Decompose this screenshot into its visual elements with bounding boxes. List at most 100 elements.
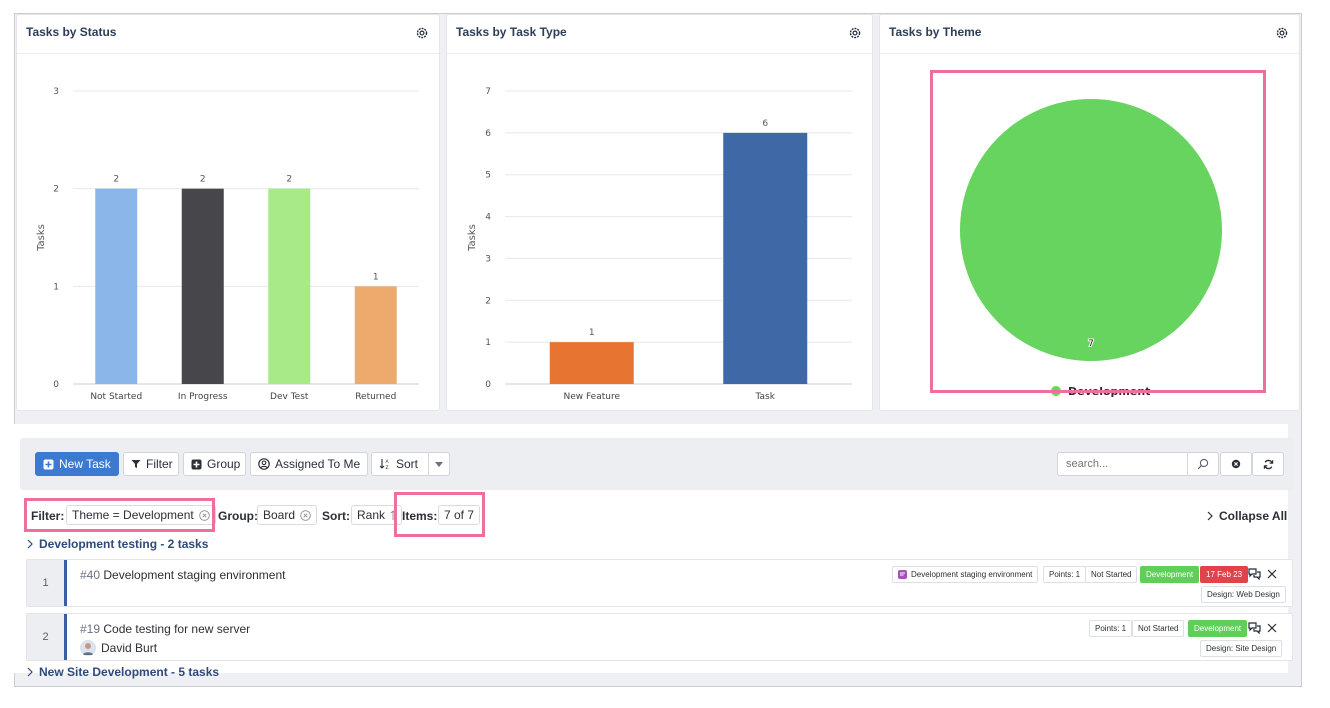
y-tick-label: 6: [485, 129, 491, 139]
points-tag: Points: 1: [1089, 620, 1133, 637]
y-tick-label: 1: [485, 338, 491, 348]
comments-icon[interactable]: [1247, 621, 1261, 635]
new-task-label: New Task: [59, 457, 111, 471]
points-tag: Points: 1: [1043, 566, 1087, 583]
epic-tag[interactable]: Development staging environment: [892, 566, 1039, 583]
items-label: Items:: [402, 509, 438, 523]
chevron-right-icon: [27, 667, 33, 677]
filter-chip-label: Theme = Development: [72, 508, 194, 522]
filter-label: Filter:: [31, 509, 65, 523]
gear-icon[interactable]: [415, 26, 429, 40]
y-tick-label: 5: [485, 171, 491, 181]
task-title-text: Development staging environment: [103, 568, 286, 582]
group-chip-label: Board: [263, 508, 296, 522]
y-tick-label: 3: [53, 87, 59, 97]
comments-icon[interactable]: [1247, 567, 1261, 581]
x-tick-label: Returned: [355, 392, 396, 402]
collapse-all-label: Collapse All: [1219, 509, 1288, 523]
bar: [95, 188, 138, 384]
clear-search-button[interactable]: [1220, 452, 1252, 476]
y-tick-label: 3: [485, 254, 491, 264]
items-count: 7 of 7: [444, 508, 475, 522]
task-card[interactable]: 2 #19 Code testing for new server David …: [26, 613, 1293, 661]
x-tick-label: In Progress: [178, 392, 228, 402]
task-card[interactable]: 1 #40 Development staging environment De…: [26, 559, 1293, 607]
sort-arrow-icon: [390, 509, 396, 520]
bar-value-label: 1: [373, 272, 379, 282]
tasks-by-type-panel: Tasks by Task Type 0 1 2 3 4 5 6 7 Tasks 1 New Fea…: [446, 14, 873, 411]
bar-value-label: 2: [200, 175, 206, 185]
refresh-button[interactable]: [1252, 452, 1284, 476]
plus-square-icon: [191, 459, 202, 469]
task-number: #19: [80, 622, 101, 636]
gear-icon[interactable]: [1275, 26, 1289, 40]
svg-text:A: A: [386, 459, 390, 465]
epic-icon: [898, 570, 907, 579]
panel-header: Tasks by Status: [17, 15, 439, 54]
task-number: #40: [80, 568, 101, 582]
sort-chip[interactable]: Rank: [351, 505, 403, 525]
panel-header: Tasks by Theme: [880, 15, 1299, 54]
remove-circle-icon[interactable]: [300, 509, 311, 521]
new-task-button[interactable]: New Task: [35, 452, 119, 476]
group-label: Group: [207, 457, 241, 471]
group-header-development-testing[interactable]: Development testing - 2 tasks: [27, 537, 208, 551]
bar-value-label: 1: [589, 328, 595, 338]
close-icon[interactable]: [1265, 567, 1279, 581]
x-tick-label: Task: [755, 392, 776, 402]
panel-title: Tasks by Task Type: [456, 25, 567, 39]
collapse-all-button[interactable]: Collapse All: [1207, 509, 1287, 523]
bar-value-label: 6: [762, 119, 768, 129]
plus-square-icon: [43, 459, 54, 469]
y-tick-label: 1: [53, 282, 59, 292]
panel-title: Tasks by Theme: [889, 25, 982, 39]
status-tag: Not Started: [1085, 566, 1138, 583]
y-tick-label: 4: [485, 213, 491, 223]
x-tick-label: Not Started: [90, 392, 142, 402]
filter-button[interactable]: Filter: [123, 452, 179, 476]
search-input[interactable]: [1057, 452, 1188, 476]
x-tick-label: Dev Test: [270, 392, 309, 402]
group-chip[interactable]: Board: [257, 505, 318, 525]
theme-tag: Development: [1188, 620, 1248, 637]
chevron-right-icon: [1207, 511, 1213, 521]
task-rank: 2: [27, 614, 67, 660]
filter-chip[interactable]: Theme = Development: [66, 505, 216, 525]
legend-label: Development: [1068, 385, 1150, 398]
assignee[interactable]: David Burt: [80, 640, 157, 656]
y-tick-label: 0: [485, 380, 491, 390]
group-title: Development testing - 2 tasks: [39, 537, 209, 551]
items-chip: 7 of 7: [438, 505, 481, 525]
assigned-to-me-button[interactable]: Assigned To Me: [250, 452, 368, 476]
gear-icon[interactable]: [848, 26, 862, 40]
theme-pie-chart: 7 Development: [960, 99, 1222, 398]
task-title[interactable]: #40 Development staging environment: [80, 568, 285, 582]
avatar: [80, 640, 96, 656]
bar: [723, 132, 808, 384]
sort-dropdown-button[interactable]: [428, 452, 450, 476]
y-tick-label: 7: [485, 87, 491, 97]
group-header-new-site-development[interactable]: New Site Development - 5 tasks: [27, 665, 219, 679]
bar-value-label: 2: [286, 175, 292, 185]
group-button[interactable]: Group: [183, 452, 246, 476]
close-icon[interactable]: [1265, 621, 1279, 635]
chevron-right-icon: [27, 539, 33, 549]
filter-label: Filter: [146, 457, 173, 471]
clear-icon: [1231, 459, 1241, 469]
funnel-icon: [131, 460, 141, 468]
epic-tag-label: Development staging environment: [911, 570, 1033, 579]
x-tick-label: New Feature: [563, 392, 620, 402]
bar: [354, 286, 397, 384]
remove-circle-icon[interactable]: [198, 509, 210, 521]
bar: [549, 342, 634, 384]
tasks-by-status-panel: Tasks by Status 0 1 2 3 Tasks 2 Not Started 2 In…: [16, 14, 440, 411]
search-button[interactable]: [1187, 452, 1219, 476]
task-title[interactable]: #19 Code testing for new server: [80, 622, 250, 636]
status-tag: Not Started: [1132, 620, 1185, 637]
sort-label: Sort: [396, 457, 419, 471]
user-circle-icon: [258, 458, 270, 470]
slice-value-label: 7: [1088, 339, 1094, 349]
design-tag: Design: Site Design: [1200, 640, 1283, 657]
